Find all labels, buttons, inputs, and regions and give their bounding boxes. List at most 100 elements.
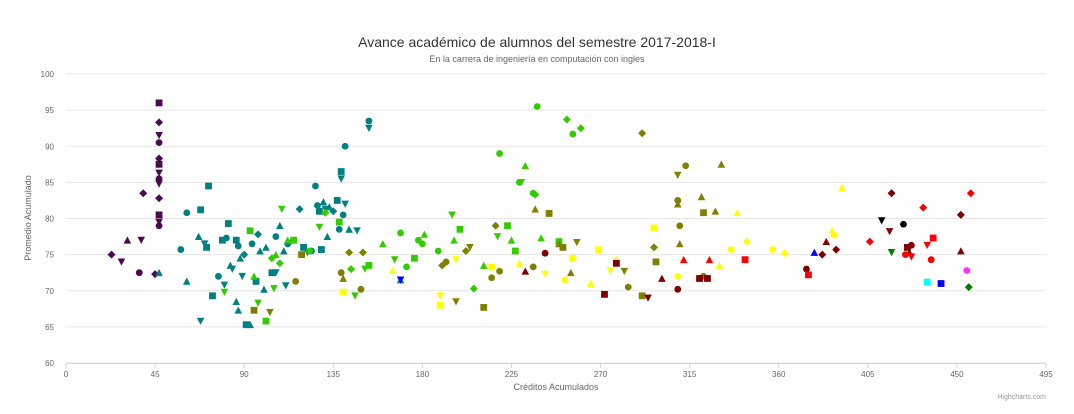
data-point[interactable] [200,240,209,248]
data-point[interactable] [559,244,567,251]
data-point[interactable] [252,277,260,285]
data-point[interactable] [479,261,488,269]
data-point[interactable] [650,243,658,252]
data-point[interactable] [521,267,530,275]
data-point[interactable] [810,248,819,256]
data-point[interactable] [254,230,263,239]
data-point[interactable] [155,218,163,226]
data-point[interactable] [877,217,886,225]
data-point[interactable] [733,208,741,217]
data-point[interactable] [254,299,262,307]
data-point[interactable] [562,115,571,124]
data-point[interactable] [769,246,777,253]
data-point[interactable] [220,288,229,296]
data-point[interactable] [644,294,652,302]
data-point[interactable] [182,277,191,285]
data-point[interactable] [586,279,595,287]
data-point[interactable] [822,237,831,246]
data-point[interactable] [325,203,334,211]
data-point[interactable] [276,221,284,230]
data-point[interactable] [357,285,365,293]
data-point[interactable] [673,200,682,208]
data-point[interactable] [228,265,237,273]
data-point[interactable] [700,209,707,217]
data-point[interactable] [155,154,164,163]
data-point[interactable] [224,220,232,227]
data-point[interactable] [521,161,530,170]
data-point[interactable] [469,284,478,293]
data-point[interactable] [194,232,203,240]
data-point[interactable] [674,285,682,293]
data-point[interactable] [240,250,249,259]
data-point[interactable] [234,242,242,250]
data-point[interactable] [704,275,711,282]
data-point[interactable] [743,237,752,246]
data-point[interactable] [887,249,896,257]
data-point[interactable] [456,225,464,233]
data-point[interactable] [966,189,975,198]
data-point[interactable] [246,320,254,329]
data-point[interactable] [151,270,160,279]
data-point[interactable] [493,233,502,241]
data-point[interactable] [317,246,325,253]
data-point[interactable] [727,246,735,253]
data-point[interactable] [442,258,450,266]
data-point[interactable] [403,263,410,271]
data-point[interactable] [450,236,458,244]
data-point[interactable] [956,210,965,219]
data-point[interactable] [337,269,345,277]
data-point[interactable] [290,236,298,244]
chart-credits[interactable]: Highcharts.com [997,394,1046,401]
data-point[interactable] [491,221,500,230]
data-point[interactable] [907,253,916,261]
data-point[interactable] [515,259,524,267]
data-point[interactable] [335,218,343,226]
data-point[interactable] [272,250,280,259]
data-point[interactable] [155,132,163,140]
data-point[interactable] [123,236,132,244]
data-point[interactable] [139,189,148,198]
data-point[interactable] [345,225,353,233]
data-point[interactable] [306,247,313,255]
data-point[interactable] [353,227,361,235]
data-point[interactable] [741,256,749,264]
data-point[interactable] [329,207,338,216]
data-point[interactable] [461,247,470,256]
data-point[interactable] [337,168,345,175]
data-point[interactable] [488,274,496,282]
data-point[interactable] [248,240,256,248]
data-point[interactable] [887,189,896,198]
data-point[interactable] [679,255,688,264]
data-point[interactable] [256,247,264,255]
data-point[interactable] [675,239,684,248]
data-point[interactable] [717,160,726,168]
data-point[interactable] [295,205,304,214]
data-point[interactable] [919,203,928,212]
data-point[interactable] [337,175,345,183]
data-point[interactable] [315,223,324,231]
data-point[interactable] [283,236,292,244]
data-point[interactable] [262,243,270,251]
data-point[interactable] [155,194,164,203]
data-point[interactable] [135,269,143,277]
data-point[interactable] [838,183,846,191]
data-point[interactable] [155,99,163,107]
data-point[interactable] [275,259,284,268]
data-point[interactable] [652,258,660,266]
data-point[interactable] [418,240,426,248]
data-point[interactable] [480,303,488,311]
data-point[interactable] [232,236,240,244]
data-point[interactable] [533,103,541,110]
data-point[interactable] [260,285,268,293]
data-point[interactable] [900,220,907,228]
data-point[interactable] [220,281,229,289]
data-point[interactable] [396,276,405,284]
data-point[interactable] [316,207,323,215]
data-point[interactable] [711,207,720,215]
data-point[interactable] [155,169,163,177]
data-point[interactable] [612,259,620,267]
data-point[interactable] [496,267,503,275]
data-point[interactable] [818,250,827,259]
data-point[interactable] [561,276,569,284]
data-point[interactable] [569,254,577,262]
